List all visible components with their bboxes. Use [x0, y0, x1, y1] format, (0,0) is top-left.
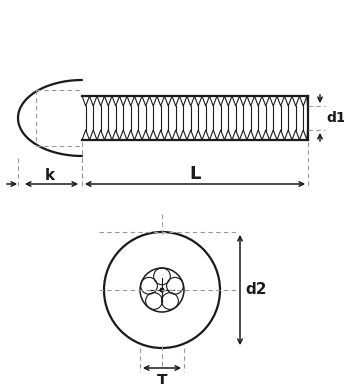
Text: L: L: [189, 165, 201, 183]
Text: d2: d2: [245, 283, 267, 298]
Text: T: T: [157, 374, 167, 384]
Text: d1: d1: [326, 111, 344, 125]
Text: k: k: [45, 168, 55, 183]
Circle shape: [160, 288, 164, 292]
